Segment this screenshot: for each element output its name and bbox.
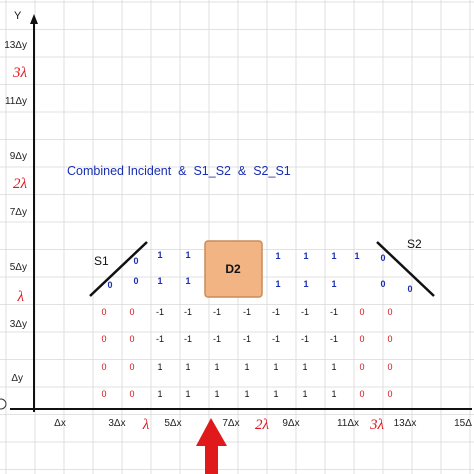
y-tick-lambda: λ [17, 289, 25, 305]
cell-value: -1 [243, 307, 251, 317]
cell-value: 1 [275, 251, 280, 261]
cell-value: 0 [107, 280, 112, 290]
y-axis-name: Y [14, 10, 22, 22]
cell-value: 1 [185, 276, 190, 286]
x-tick-2lambda: 2λ [255, 417, 270, 433]
cell-value: -1 [156, 334, 164, 344]
detector-d2-box [204, 240, 263, 298]
cell-value: 1 [273, 362, 278, 372]
cell-value: 1 [157, 276, 162, 286]
cell-value: -1 [330, 334, 338, 344]
cell-value: 1 [157, 389, 162, 399]
cell-value: 1 [185, 389, 190, 399]
cell-value: 0 [387, 362, 392, 372]
cell-value: 1 [331, 251, 336, 261]
cell-value: 1 [331, 362, 336, 372]
cell-value: 1 [302, 389, 307, 399]
y-tick-2lambda: 2λ [13, 176, 28, 192]
cell-value: 1 [157, 250, 162, 260]
y-tick-11dy: 11Δy [5, 96, 27, 107]
cell-value: 1 [275, 279, 280, 289]
cell-value: 1 [273, 389, 278, 399]
x-tick-7dx: 7Δx [222, 418, 239, 429]
y-tick-3lambda: 3λ [12, 65, 28, 81]
y-tick-7dy: 7Δy [10, 207, 27, 218]
cell-value: -1 [213, 307, 221, 317]
cell-value: -1 [301, 307, 309, 317]
cell-value: 0 [407, 284, 412, 294]
cell-value: 0 [101, 389, 106, 399]
cell-value: 0 [101, 362, 106, 372]
cell-value: -1 [156, 307, 164, 317]
y-tick-5dy: 5Δy [10, 262, 27, 273]
cell-value: 0 [359, 307, 364, 317]
cell-value: 1 [244, 389, 249, 399]
cell-value: 0 [359, 334, 364, 344]
cell-value: 1 [303, 279, 308, 289]
cell-value: 1 [185, 362, 190, 372]
y-axis-arrowhead [30, 14, 38, 24]
cell-value: 0 [387, 334, 392, 344]
origin-marker [0, 398, 7, 410]
cell-value: 1 [331, 279, 336, 289]
cell-value: -1 [301, 334, 309, 344]
cell-value: 1 [331, 389, 336, 399]
detector-d2-label: D2 [225, 262, 241, 276]
cell-value: 1 [303, 251, 308, 261]
x-tick-lambda: λ [142, 417, 150, 433]
cell-value: 1 [354, 251, 359, 261]
source-s1-line [89, 241, 148, 297]
cell-value: 0 [380, 279, 385, 289]
cell-value: 1 [214, 362, 219, 372]
cell-value: 0 [359, 362, 364, 372]
y-tick-3dy: 3Δy [10, 319, 27, 330]
field-values: 0 1 1 1 1 1 1 0 0 0 1 1 1 1 1 0 0 0 0 -1… [101, 250, 412, 399]
cell-value: 0 [133, 256, 138, 266]
cell-value: 0 [101, 307, 106, 317]
x-tick-11dx: 11Δx [337, 418, 359, 429]
incident-arrow-icon [196, 418, 227, 474]
y-tick-13dy: 13Δy [4, 40, 27, 51]
x-tick-3lambda: 3λ [369, 417, 385, 433]
cell-value: 0 [129, 307, 134, 317]
cell-value: 1 [157, 362, 162, 372]
x-tick-15dx: 15Δ [454, 418, 472, 429]
cell-value: 0 [133, 276, 138, 286]
cell-value: -1 [243, 334, 251, 344]
cell-value: 0 [380, 253, 385, 263]
cell-value: 0 [359, 389, 364, 399]
x-tick-13dx: 13Δx [394, 418, 417, 429]
cell-value: -1 [184, 334, 192, 344]
cell-value: -1 [272, 307, 280, 317]
cell-value: -1 [184, 307, 192, 317]
cell-value: 1 [185, 250, 190, 260]
cell-value: 0 [129, 362, 134, 372]
source-s1-label: S1 [94, 254, 109, 268]
y-tick-9dy: 9Δy [10, 151, 27, 162]
cell-value: -1 [330, 307, 338, 317]
cell-value: 0 [387, 389, 392, 399]
cell-value: 1 [244, 362, 249, 372]
x-tick-dx: Δx [54, 418, 66, 429]
x-tick-3dx: 3Δx [108, 418, 125, 429]
y-tick-dy: Δy [11, 373, 23, 384]
cell-value: 1 [214, 389, 219, 399]
diagram-caption: Combined Incident & S1_S2 & S2_S1 [67, 164, 291, 178]
x-tick-9dx: 9Δx [282, 418, 299, 429]
source-s2-line [376, 241, 435, 297]
cell-value: 0 [129, 334, 134, 344]
cell-value: 0 [101, 334, 106, 344]
cell-value: 1 [302, 362, 307, 372]
cell-value: 0 [387, 307, 392, 317]
source-s2-label: S2 [407, 237, 422, 251]
x-tick-5dx: 5Δx [164, 418, 181, 429]
cell-value: -1 [272, 334, 280, 344]
cell-value: 0 [129, 389, 134, 399]
cell-value: -1 [213, 334, 221, 344]
